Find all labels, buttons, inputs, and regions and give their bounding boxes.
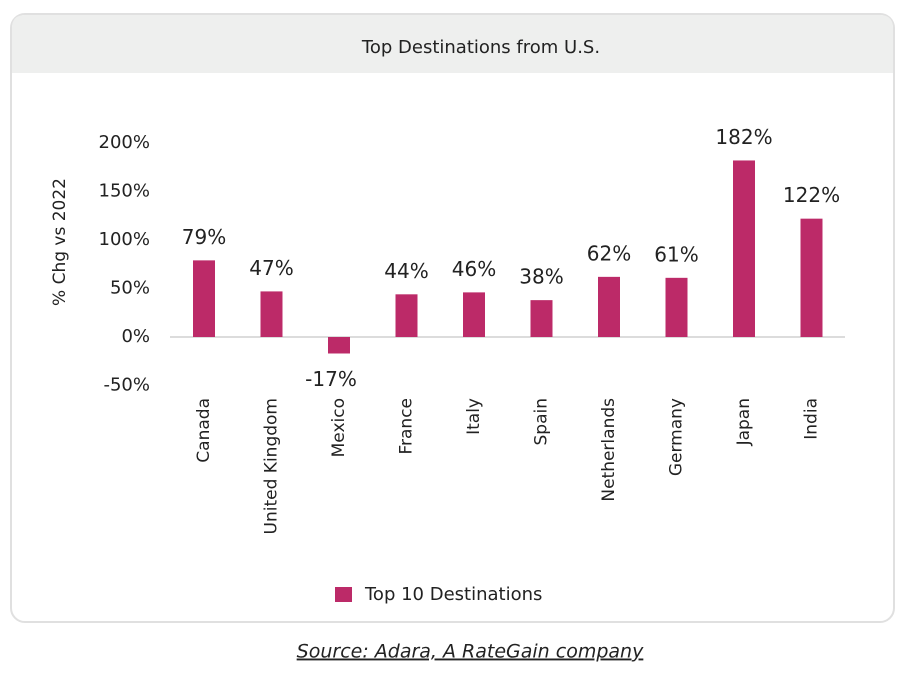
- card: [10, 13, 895, 623]
- bar: [598, 276, 620, 337]
- data-label: 46%: [452, 257, 496, 281]
- data-label: 182%: [715, 125, 772, 149]
- data-label: -17%: [305, 367, 357, 391]
- y-tick-label: 150%: [99, 181, 150, 202]
- x-tick-label: Mexico: [329, 398, 349, 457]
- y-tick-label: 100%: [99, 229, 150, 250]
- bar: [530, 300, 553, 337]
- legend-swatch: [335, 587, 352, 602]
- bar: [193, 260, 215, 337]
- y-tick-label: -50%: [103, 375, 150, 396]
- data-label: 44%: [384, 259, 428, 283]
- y-tick-label: 0%: [121, 326, 150, 347]
- data-label: 38%: [519, 265, 563, 289]
- y-axis-label: % Chg vs 2022: [50, 178, 70, 306]
- bar: [260, 291, 283, 337]
- x-tick-label: Spain: [532, 398, 552, 446]
- y-tick-label: 200%: [99, 132, 150, 153]
- source: Source: Adara, A RateGain company: [297, 641, 644, 663]
- data-label: 62%: [587, 241, 631, 265]
- data-label: 79%: [182, 225, 226, 249]
- data-label: 47%: [249, 256, 293, 280]
- bar: [733, 160, 755, 337]
- bar: [463, 292, 485, 337]
- x-tick-label: Japan: [734, 398, 754, 446]
- bar: [328, 337, 350, 354]
- x-tick-label: Germany: [667, 398, 687, 476]
- x-tick-label: Canada: [194, 398, 214, 463]
- header: [12, 15, 893, 73]
- x-tick-label: Italy: [464, 398, 484, 435]
- x-tick-label: Netherlands: [599, 398, 619, 502]
- data-label: 122%: [783, 183, 840, 207]
- x-tick-label: India: [802, 398, 822, 440]
- x-tick-label: United Kingdom: [262, 398, 282, 534]
- chart-title: Top Destinations from U.S.: [361, 37, 600, 58]
- bar: [395, 294, 418, 337]
- legend-label: Top 10 Destinations: [364, 584, 542, 605]
- data-label: 61%: [654, 242, 698, 266]
- bar: [665, 277, 688, 337]
- x-tick-label: France: [397, 398, 417, 455]
- y-tick-label: 50%: [110, 278, 150, 299]
- bar: [800, 218, 823, 337]
